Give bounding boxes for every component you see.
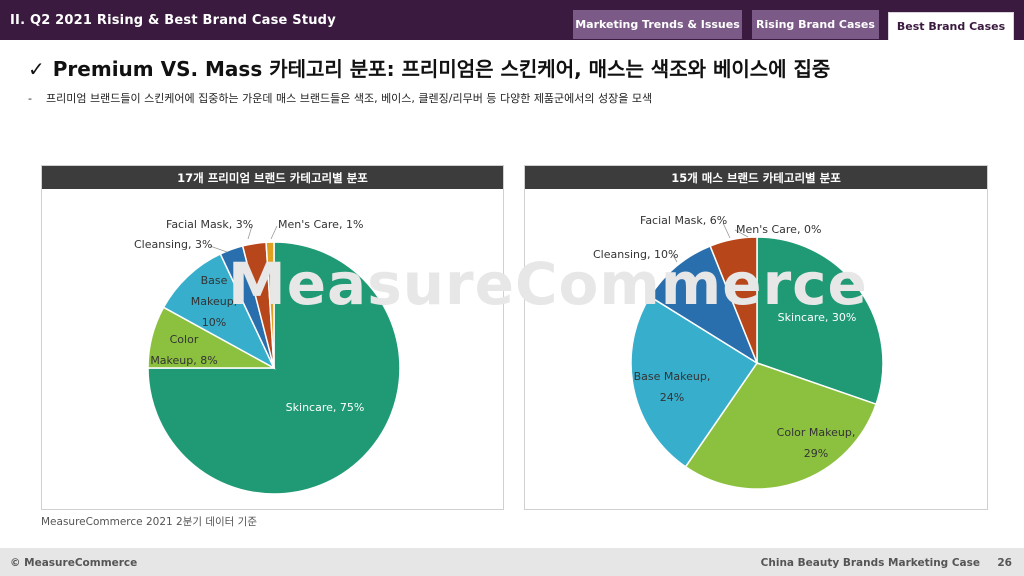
summary-line: - 프리미엄 브랜드들이 스킨케어에 집중하는 가운데 매스 브랜드들은 색조, … (28, 90, 652, 106)
leader-line-cleansing (209, 245, 228, 253)
slice-label-base-makeup: Base Makeup, 24% (634, 370, 711, 404)
data-source-note: MeasureCommerce 2021 2분기 데이터 기준 (41, 516, 257, 528)
leader-line-facial-mask (247, 225, 253, 240)
pie-slice-men-s-care (265, 241, 275, 369)
slice-label-facial-mask: Facial Mask, 3% (166, 218, 253, 231)
pie-slice-skincare (756, 236, 884, 406)
premium-chart-panel: 17개 프리미엄 브랜드 카테고리별 분포 Skincare, 75% Color… (41, 165, 504, 510)
pie-slice-skincare (147, 241, 401, 495)
page-headline: ✓ Premium VS. Mass 카테고리 분포: 프리미엄은 스킨케어, 매… (28, 53, 830, 82)
tab-marketing-trends[interactable]: Marketing Trends & Issues (573, 10, 742, 39)
pie-slice-color-makeup (684, 362, 878, 490)
section-title: II. Q2 2021 Rising & Best Brand Case Stu… (10, 13, 336, 28)
slice-label-color-makeup: Color Makeup, 29% (777, 426, 856, 460)
slice-label-skincare: Skincare, 30% (778, 311, 857, 324)
leader-line-cleansing (672, 254, 678, 263)
pie-slice-base-makeup (630, 295, 759, 468)
bullet-dash: - (28, 92, 32, 105)
headline-text: Premium VS. Mass 카테고리 분포: 프리미엄은 스킨케어, 매스… (52, 57, 831, 81)
mass-chart-title: 15개 매스 브랜드 카테고리별 분포 (525, 166, 987, 189)
leader-line-facial-mask (722, 222, 731, 239)
tab-rising-brand-cases[interactable]: Rising Brand Cases (752, 10, 879, 39)
check-icon: ✓ (28, 57, 45, 81)
slice-label-skincare: Skincare, 75% (286, 401, 365, 414)
pie-slice-facial-mask (709, 236, 758, 364)
page-number: 26 (997, 557, 1012, 569)
premium-chart-title: 17개 프리미엄 브랜드 카테고리별 분포 (42, 166, 503, 189)
leader-line-men-s-care (734, 229, 749, 238)
slice-label-facial-mask: Facial Mask, 6% (640, 214, 727, 227)
pie-slice-cleansing (648, 245, 759, 365)
slice-label-base-makeup: Base Makeup, 10% (191, 274, 237, 329)
leader-line-men-s-care (270, 225, 278, 240)
slice-label-men-s-care: Men's Care, 0% (736, 223, 821, 236)
footer-bar: © MeasureCommerce China Beauty Brands Ma… (0, 548, 1024, 576)
slice-label-cleansing: Cleansing, 3% (134, 238, 212, 251)
mass-chart-panel: 15개 매스 브랜드 카테고리별 분포 Skincare, 30% Color M… (524, 165, 988, 510)
slice-label-color-makeup: Color Makeup, 8% (150, 333, 217, 367)
slice-label-cleansing: Cleansing, 10% (593, 248, 678, 261)
mass-pie-chart: Skincare, 30% Color Makeup, 29% Base Makeup… (593, 214, 884, 490)
footer-copyright: © MeasureCommerce (10, 557, 138, 569)
slice-label-men-s-care: Men's Care, 1% (278, 218, 363, 231)
summary-text: 프리미엄 브랜드들이 스킨케어에 집중하는 가운데 매스 브랜드들은 색조, 베… (46, 92, 653, 105)
premium-pie-chart: Skincare, 75% Color Makeup, 8% Base Makeup, 1… (134, 218, 401, 495)
footer-document-title: China Beauty Brands Marketing Case (760, 557, 980, 569)
tab-best-brand-cases[interactable]: Best Brand Cases (888, 12, 1014, 40)
pie-slice-base-makeup (162, 252, 276, 370)
